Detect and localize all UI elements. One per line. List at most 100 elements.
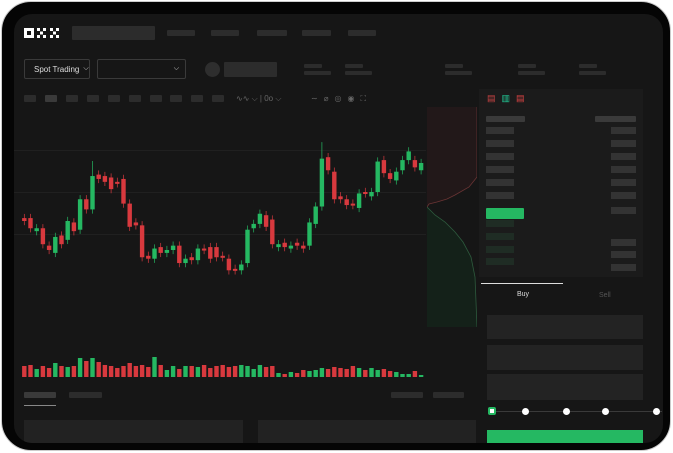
line-icon[interactable]: ∼ bbox=[311, 94, 324, 103]
volume-bar bbox=[350, 366, 356, 377]
volume-bar bbox=[139, 365, 145, 377]
filter-button[interactable] bbox=[391, 392, 423, 398]
filter-button[interactable] bbox=[433, 392, 464, 398]
timeframe-button[interactable] bbox=[24, 95, 36, 102]
order-size bbox=[611, 192, 636, 199]
pair-price bbox=[224, 62, 277, 77]
ask-price-row[interactable] bbox=[486, 179, 514, 186]
slider-step[interactable] bbox=[653, 408, 660, 415]
candle bbox=[356, 193, 362, 208]
volume-bar bbox=[59, 366, 64, 377]
candle bbox=[121, 178, 126, 204]
candle bbox=[108, 177, 114, 190]
volume-bar bbox=[375, 370, 380, 377]
volume-bar bbox=[319, 368, 325, 377]
nav-item[interactable] bbox=[302, 30, 331, 36]
search-bar[interactable] bbox=[72, 26, 155, 40]
volume-bar bbox=[46, 368, 52, 377]
slider-handle[interactable] bbox=[488, 407, 496, 415]
volume-bar bbox=[177, 369, 182, 377]
volume-bar bbox=[214, 366, 219, 377]
ask-price-row[interactable] bbox=[486, 166, 514, 173]
last-price bbox=[486, 208, 524, 219]
volume-bar bbox=[332, 367, 337, 377]
ask-price-row[interactable] bbox=[486, 153, 514, 160]
candle bbox=[183, 258, 188, 264]
tab-sell[interactable]: Sell bbox=[599, 292, 611, 299]
ask-price-row[interactable] bbox=[486, 192, 514, 199]
buy-button[interactable] bbox=[487, 430, 643, 443]
volume-bar bbox=[263, 367, 269, 377]
volume-bar bbox=[282, 374, 287, 377]
orderbook-both-icon[interactable]: ▤ bbox=[487, 93, 502, 103]
slider-step[interactable] bbox=[522, 408, 529, 415]
ask-price-row[interactable] bbox=[486, 140, 514, 147]
orderbook-bids-icon[interactable]: ▥ bbox=[501, 93, 517, 103]
timeframe-button[interactable] bbox=[170, 95, 182, 102]
timeframe-button[interactable] bbox=[212, 95, 224, 102]
settings-icon[interactable]: ◉ bbox=[347, 94, 361, 103]
volume-bar bbox=[121, 366, 126, 377]
volume-bar bbox=[276, 373, 281, 377]
market-select[interactable]: Spot Trading ⌵ bbox=[24, 59, 90, 79]
volume-bar bbox=[394, 372, 399, 377]
total-input[interactable] bbox=[487, 374, 643, 400]
pair-select[interactable]: ⌵ bbox=[97, 59, 186, 79]
timeframe-button[interactable] bbox=[108, 95, 120, 102]
nav-item[interactable] bbox=[211, 30, 239, 36]
nav-item[interactable] bbox=[257, 30, 287, 36]
draw-icon[interactable]: ⌀ bbox=[323, 94, 335, 103]
candle bbox=[189, 257, 194, 261]
drawing-tools[interactable]: ∼⌀◎◉⛶ bbox=[311, 95, 372, 103]
candle bbox=[53, 236, 58, 253]
volume-bar bbox=[201, 365, 207, 377]
slider-step[interactable] bbox=[602, 408, 609, 415]
ask-price-row[interactable] bbox=[486, 233, 514, 240]
candle bbox=[40, 228, 46, 245]
price-input[interactable] bbox=[487, 315, 643, 339]
candlestick-chart bbox=[22, 142, 424, 377]
price-chart[interactable] bbox=[14, 106, 426, 386]
volume-bar bbox=[65, 367, 70, 377]
nav-item[interactable] bbox=[348, 30, 376, 36]
order-size bbox=[611, 140, 636, 147]
slider-step[interactable] bbox=[563, 408, 570, 415]
ask-price-row[interactable] bbox=[486, 258, 514, 265]
amount-input[interactable] bbox=[487, 345, 643, 370]
candle bbox=[90, 176, 95, 210]
volume-bar bbox=[369, 368, 374, 377]
volume-bar bbox=[195, 367, 201, 377]
fullscreen-icon[interactable]: ⛶ bbox=[360, 94, 373, 103]
trading-screen: Spot Trading ⌵ ⌵ ∿∿ ⌵ | 0o ⌵ ∼⌀◎◉⛶ ▤▥▤ B… bbox=[14, 14, 663, 443]
candle bbox=[102, 176, 108, 182]
nav-item[interactable] bbox=[167, 30, 195, 36]
tab-order-history[interactable] bbox=[69, 392, 102, 398]
candle bbox=[201, 248, 207, 251]
market-select-label: Spot Trading bbox=[34, 64, 80, 74]
volume-bar bbox=[115, 368, 120, 377]
ask-price-row[interactable] bbox=[486, 127, 514, 134]
camera-icon[interactable]: ◎ bbox=[334, 94, 348, 103]
stat-value bbox=[304, 71, 331, 75]
timeframe-button[interactable] bbox=[45, 95, 57, 102]
timeframe-button[interactable] bbox=[66, 95, 78, 102]
indicator-icon[interactable]: ∿∿ ⌵ | 0o ⌵ bbox=[236, 94, 282, 103]
candle bbox=[65, 221, 70, 240]
candle bbox=[270, 219, 275, 245]
volume-bar bbox=[28, 365, 33, 377]
tab-buy[interactable]: Buy bbox=[517, 291, 530, 298]
timeframe-button[interactable] bbox=[150, 95, 162, 102]
timeframe-button[interactable] bbox=[87, 95, 99, 102]
okx-logo[interactable] bbox=[24, 27, 66, 39]
ask-price-row[interactable] bbox=[486, 246, 514, 253]
timeframe-button[interactable] bbox=[191, 95, 203, 102]
candle bbox=[220, 255, 225, 258]
candle bbox=[208, 247, 213, 259]
orderbook-asks-icon[interactable]: ▤ bbox=[516, 93, 531, 103]
timeframe-button[interactable] bbox=[129, 95, 141, 102]
stat-value bbox=[579, 71, 606, 75]
amount-slider[interactable] bbox=[492, 411, 662, 412]
order-size bbox=[611, 207, 636, 214]
ask-price-row[interactable] bbox=[486, 220, 514, 227]
tab-open-orders[interactable] bbox=[24, 392, 56, 398]
